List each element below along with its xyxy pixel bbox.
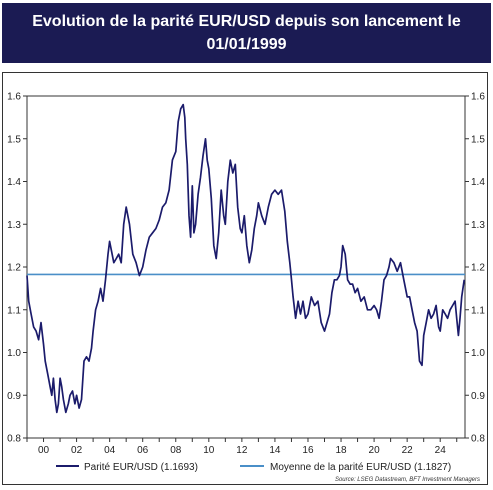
x-tick-label: 14 — [269, 445, 281, 456]
legend-label-parity: Parité EUR/USD (1.1693) — [84, 462, 198, 473]
x-tick-label: 08 — [170, 445, 182, 456]
x-tick-label: 22 — [402, 445, 414, 456]
x-tick-label: 24 — [435, 445, 447, 456]
y-tick-label-right: 0.8 — [471, 434, 485, 445]
x-tick-label: 20 — [369, 445, 381, 456]
y-tick-label-right: 1.3 — [471, 220, 485, 231]
x-tick-label: 12 — [236, 445, 248, 456]
y-tick-label-left: 1.6 — [7, 92, 21, 103]
y-tick-label-left: 0.8 — [7, 434, 21, 445]
y-tick-label-right: 0.9 — [471, 391, 485, 402]
y-tick-label-right: 1.2 — [471, 263, 485, 274]
y-tick-label-left: 1.4 — [7, 177, 21, 188]
x-tick-label: 18 — [335, 445, 347, 456]
chart-title-line-1: Evolution de la parité EUR/USD depuis so… — [32, 13, 461, 30]
y-tick-label-left: 1.2 — [7, 263, 21, 274]
y-tick-label-right: 1.6 — [471, 92, 485, 103]
x-tick-label: 16 — [302, 445, 314, 456]
x-tick-label: 10 — [203, 445, 215, 456]
y-axis-left: 0.8 0.9 1.0 1.1 1.2 1.3 1.4 1.5 1.6 — [7, 92, 27, 445]
chart-title-line-2: 01/01/1999 — [206, 36, 287, 53]
y-tick-label-right: 1.4 — [471, 177, 485, 188]
legend: Parité EUR/USD (1.1693) Moyenne de la pa… — [56, 462, 451, 473]
y-tick-label-right: 1.0 — [471, 348, 485, 359]
y-tick-label-left: 1.0 — [7, 348, 21, 359]
x-tick-label: 06 — [137, 445, 149, 456]
y-tick-label-left: 1.5 — [7, 134, 21, 145]
series-line-parity — [26, 103, 466, 414]
x-tick-label: 02 — [71, 445, 83, 456]
y-axis-right: 0.8 0.9 1.0 1.1 1.2 1.3 1.4 1.5 1.6 — [465, 92, 485, 445]
source-note: Source: LSEG Datastream, BFT Investment … — [335, 477, 480, 483]
x-tick-label: 00 — [38, 445, 50, 456]
chart-frame — [2, 72, 488, 485]
y-tick-label-right: 1.1 — [471, 305, 485, 316]
y-tick-label-left: 1.1 — [7, 305, 21, 316]
y-tick-label-left: 0.9 — [7, 391, 21, 402]
y-tick-label-right: 1.5 — [471, 134, 485, 145]
legend-label-average: Moyenne de la parité EUR/USD (1.1827) — [270, 462, 451, 473]
y-tick-label-left: 1.3 — [7, 220, 21, 231]
x-axis: 00 02 04 06 08 10 12 14 16 18 20 22 24 — [26, 438, 458, 456]
x-tick-label: 04 — [104, 445, 116, 456]
title-banner: Evolution de la parité EUR/USD depuis so… — [2, 3, 491, 63]
